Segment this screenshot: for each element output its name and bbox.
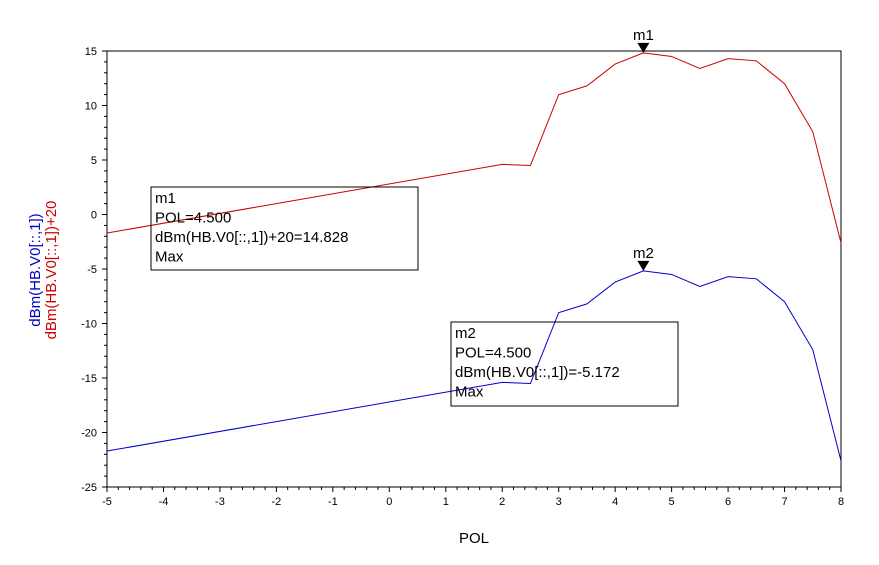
y-tick-label-2: -15 — [81, 373, 97, 385]
marker-readout-box-m2 — [450, 321, 679, 407]
y-tick-label-8: 15 — [85, 46, 97, 58]
marker-triangle-m2 — [637, 260, 650, 271]
marker-readout-line: Max — [155, 249, 184, 266]
marker-readout-line: POL=4.500 — [155, 210, 231, 227]
x-tick-label-3: -2 — [271, 496, 281, 508]
x-tick-label-0: -5 — [102, 496, 112, 508]
series-layer — [106, 52, 842, 461]
series-line-1 — [106, 270, 842, 461]
marker-readout-line: dBm(HB.V0[::,1])=-5.172 — [455, 364, 620, 381]
marker-readout-line: dBm(HB.V0[::,1])+20=14.828 — [155, 229, 348, 246]
x-tick-label-13: 8 — [838, 496, 844, 508]
y-tick-label-1: -20 — [81, 428, 97, 440]
marker-readout-line: m1 — [155, 190, 176, 207]
x-tick-label-12: 7 — [781, 496, 787, 508]
marker-readout-line: Max — [455, 384, 484, 401]
x-tick-label-9: 4 — [612, 496, 618, 508]
x-axis-title: POL — [459, 530, 489, 547]
x-tick-label-2: -3 — [215, 496, 225, 508]
y-tick-label-3: -10 — [81, 319, 97, 331]
marker-layer: m1m1POL=4.500dBm(HB.V0[::,1])+20=14.828M… — [150, 27, 679, 407]
y-tick-label-4: -5 — [87, 264, 97, 276]
plot-area — [106, 50, 842, 488]
series-line-0 — [106, 52, 842, 243]
x-tick-label-10: 5 — [669, 496, 675, 508]
y-tick-label-5: 0 — [91, 210, 97, 222]
marker-label-m1: m1 — [633, 27, 654, 44]
x-tick-label-5: 0 — [386, 496, 392, 508]
y-axis-title-red: dBm(HB.V0[::,1])+20 — [43, 201, 60, 340]
x-tick-label-8: 3 — [556, 496, 562, 508]
x-tick-label-4: -1 — [328, 496, 338, 508]
x-tick-label-6: 1 — [443, 496, 449, 508]
x-tick-label-11: 6 — [725, 496, 731, 508]
marker-readout-line: m2 — [455, 325, 476, 342]
y-tick-label-6: 5 — [91, 155, 97, 167]
marker-triangle-m1 — [637, 42, 650, 53]
x-tick-label-7: 2 — [499, 496, 505, 508]
y-axis-title-blue: dBm(HB.V0[::,1]) — [27, 213, 44, 326]
marker-label-m2: m2 — [633, 245, 654, 262]
y-tick-label-7: 10 — [85, 101, 97, 113]
x-tick-label-1: -4 — [159, 496, 169, 508]
y-tick-label-0: -25 — [81, 482, 97, 494]
marker-readout-box-m1 — [150, 186, 419, 271]
marker-readout-line: POL=4.500 — [455, 345, 531, 362]
